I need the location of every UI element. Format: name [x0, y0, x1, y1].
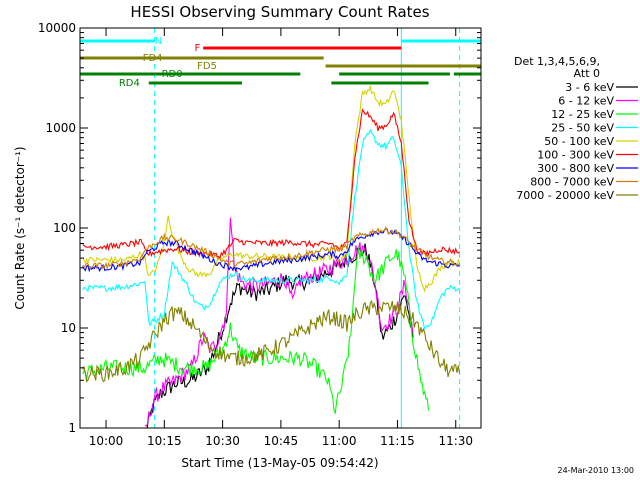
timestamp: 24-Mar-2010 13:00 [558, 466, 635, 475]
flag-label-F: F [194, 43, 200, 54]
series-line-0 [146, 243, 414, 428]
series-line-7 [82, 225, 460, 271]
flag-label-FD5: FD5 [197, 61, 217, 72]
y-tick-label-2: 100 [53, 221, 76, 235]
flag-bars: N F FD4 FD5 RD0 RD4 [80, 36, 481, 89]
series-line-8 [82, 299, 461, 383]
x-tick-label-6: 11:30 [438, 434, 473, 448]
legend-label-5: 100 - 300 keV [537, 149, 614, 162]
series-layer [82, 28, 461, 428]
x-tick-label-1: 10:15 [147, 434, 182, 448]
y-tick-label-1: 10 [61, 321, 76, 335]
series-line-3 [82, 128, 460, 331]
x-tick-label-2: 10:30 [205, 434, 240, 448]
legend-label-2: 12 - 25 keV [551, 108, 614, 121]
legend-label-3: 25 - 50 keV [551, 122, 614, 135]
legend-label-8: 7000 - 20000 keV [516, 189, 614, 202]
legend-label-0: 3 - 6 keV [565, 81, 614, 94]
x-tick-label-4: 11:00 [322, 434, 357, 448]
x-axis-label: Start Time (13-May-05 09:54:42) [181, 456, 378, 470]
x-tick-label-3: 10:45 [264, 434, 299, 448]
legend-label-1: 6 - 12 keV [558, 95, 614, 108]
x-tick-label-5: 11:15 [380, 434, 415, 448]
flag-label-N: N [155, 36, 162, 47]
plot-area [80, 28, 481, 428]
flag-label-RD0: RD0 [162, 69, 183, 80]
plot-background [80, 28, 481, 428]
flag-label-RD4: RD4 [119, 78, 140, 89]
legend-label-7: 800 - 7000 keV [530, 176, 614, 189]
y-tick-label-0: 1 [68, 421, 76, 435]
legend-label-6: 300 - 800 keV [537, 162, 614, 175]
axes: 10:00 10:15 10:30 10:45 11:00 11:15 11:30 1 10 10… [38, 21, 482, 448]
legend-title-1: Att 0 [574, 67, 600, 80]
y-tick-label-4: 10000 [38, 21, 76, 35]
flag-label-FD4: FD4 [143, 53, 163, 64]
y-axis-label: Count Rate (s⁻¹ detector⁻¹) [13, 146, 27, 309]
legend-label-4: 50 - 100 keV [544, 135, 614, 148]
chart-title: HESSI Observing Summary Count Rates [130, 3, 429, 21]
y-tick-label-3: 1000 [45, 121, 76, 135]
x-tick-label-0: 10:00 [89, 434, 124, 448]
legend-title-0: Det 1,3,4,5,6,9, [514, 55, 600, 68]
